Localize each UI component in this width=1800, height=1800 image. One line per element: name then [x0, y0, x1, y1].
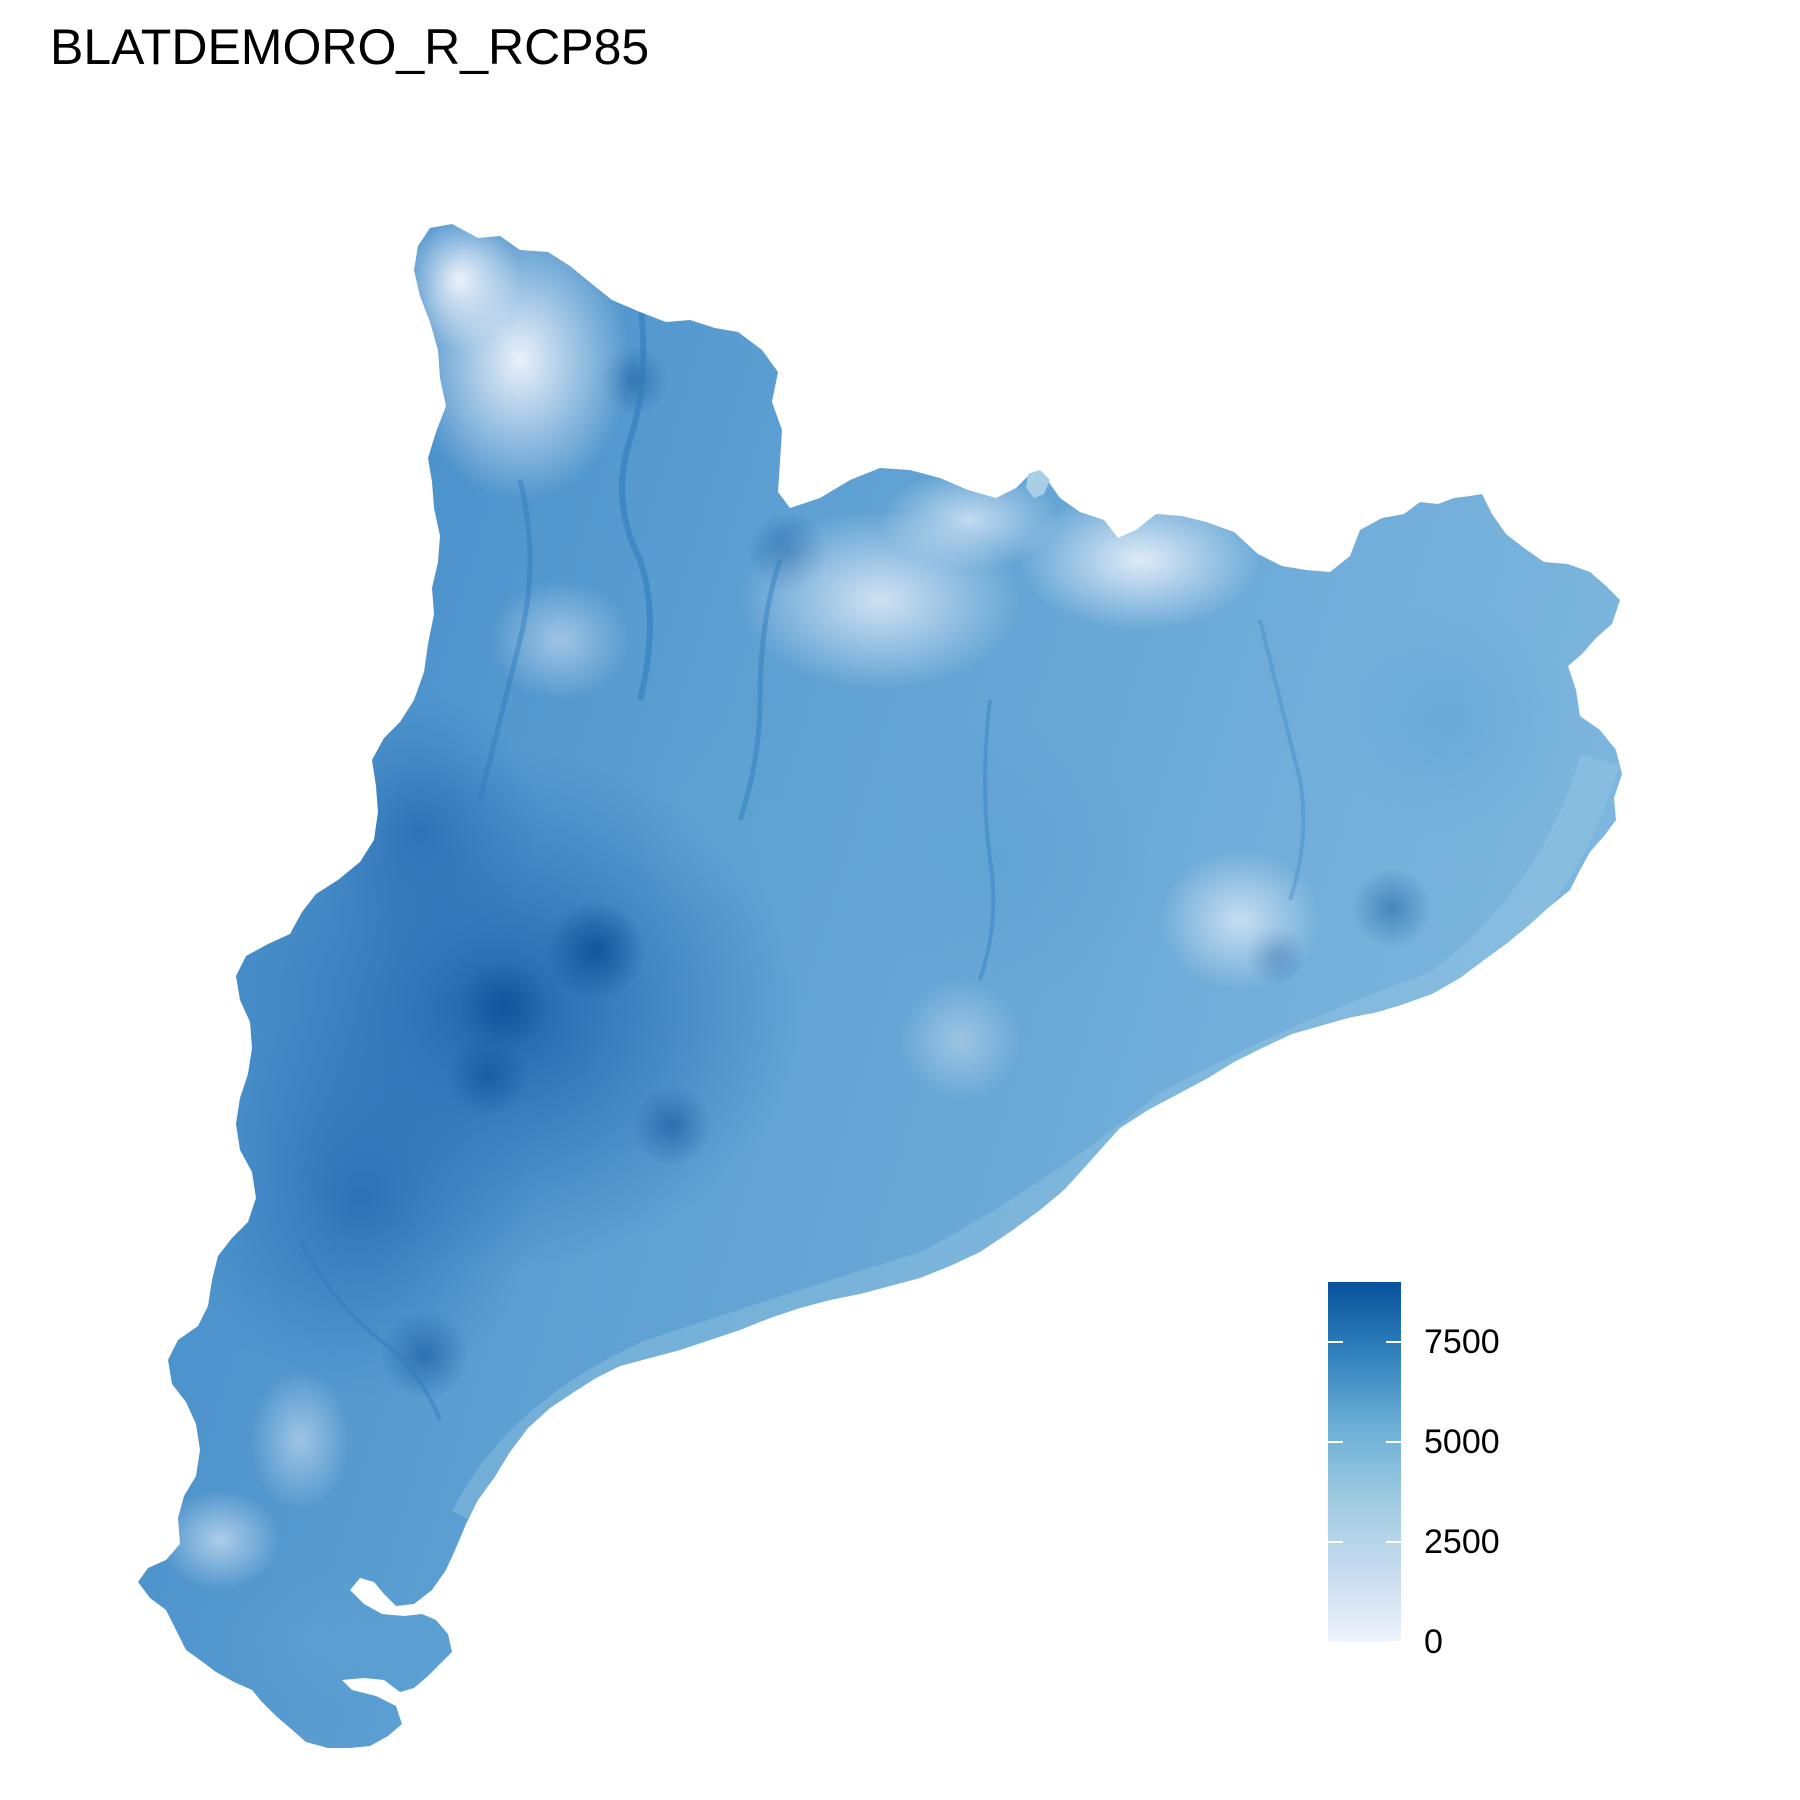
legend-label: 0 — [1424, 1623, 1443, 1661]
color-legend: 0 2500 5000 7500 — [1328, 1282, 1558, 1662]
enclave-shape — [1026, 470, 1050, 498]
legend-label: 5000 — [1424, 1423, 1500, 1461]
legend-label: 7500 — [1424, 1323, 1500, 1361]
map-title: BLATDEMORO_R_RCP85 — [50, 19, 650, 75]
legend-colorbar — [1328, 1282, 1401, 1642]
legend-label: 2500 — [1424, 1523, 1500, 1561]
